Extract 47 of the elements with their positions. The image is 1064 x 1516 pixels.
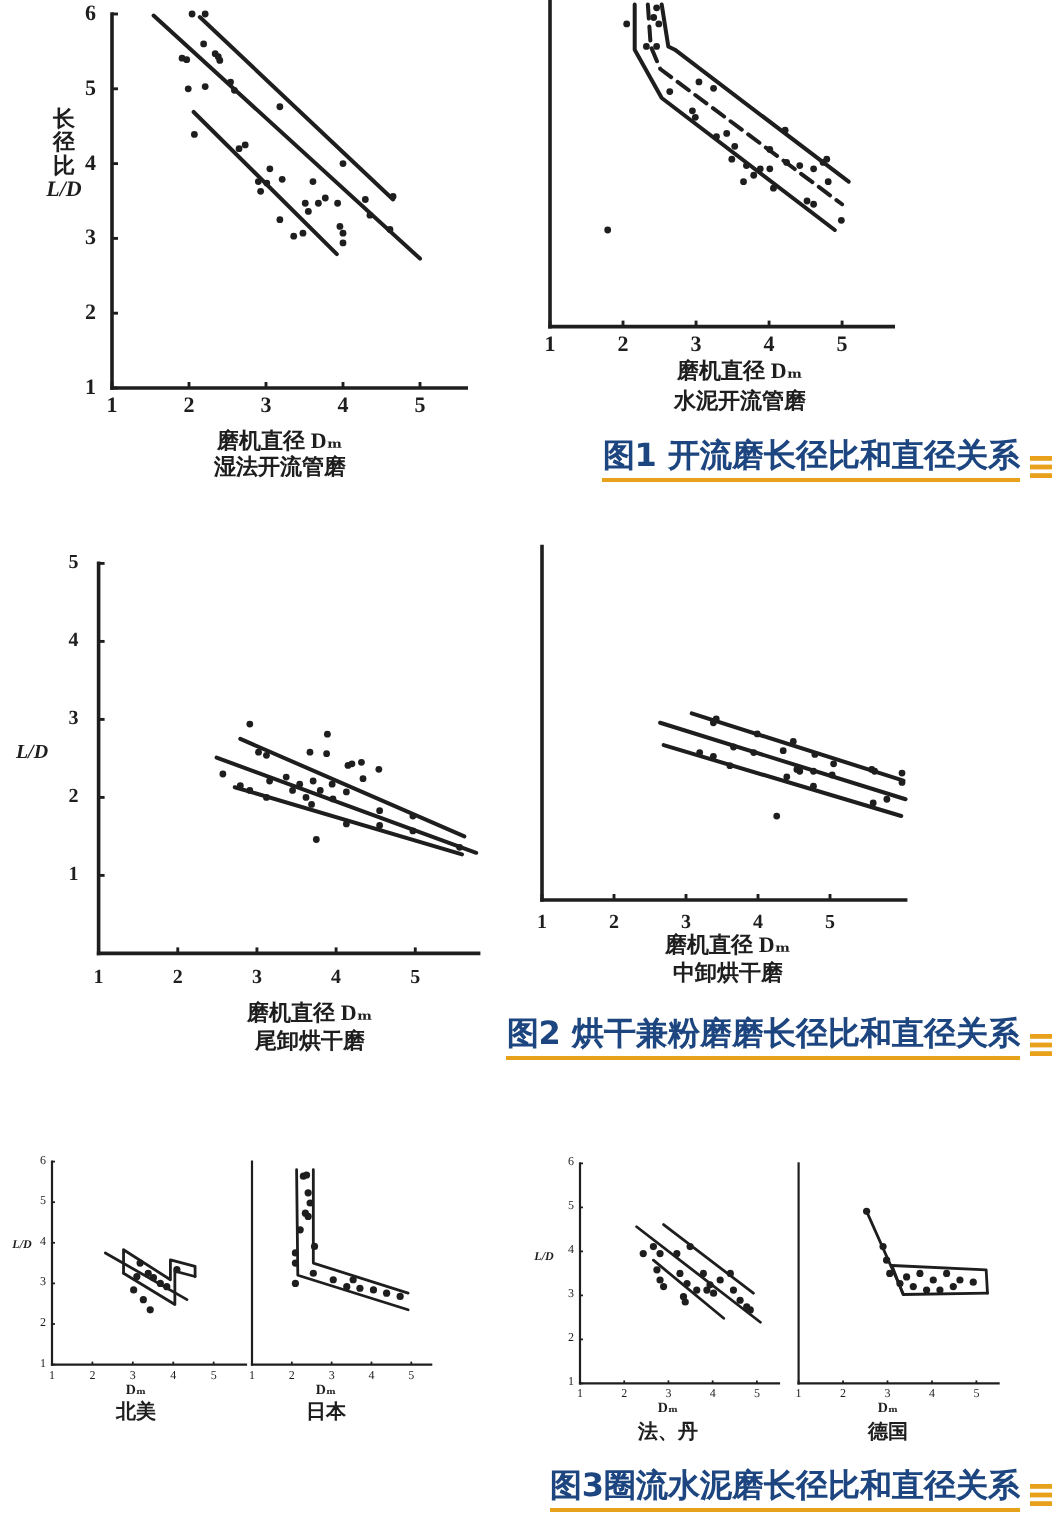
x-tick-label: 4 (763, 332, 776, 357)
y-tick-label: 5 (85, 76, 97, 101)
text: 中卸烘干磨 (673, 960, 785, 986)
text: 水泥开流管磨 (672, 388, 808, 414)
x-tick-label: 3 (260, 394, 273, 418)
y-tick-label: 1 (68, 864, 79, 887)
text: 德国 (866, 1420, 908, 1444)
x-tick-label: 3 (681, 912, 691, 934)
x-axis-title: 磨机直径 Dₘ (245, 1000, 373, 1026)
text: 北美 (114, 1400, 156, 1424)
x-tick-label: 1 (544, 332, 556, 357)
x-tick-label: 2 (617, 332, 630, 357)
x-tick-label: 2 (172, 967, 183, 990)
y-tick-label: 5 (68, 552, 79, 575)
text: 法、丹 (636, 1420, 698, 1444)
y-tick-label: 3 (85, 226, 97, 251)
y-axis-title: 长径比 L/D (44, 106, 82, 203)
x-axis-title: 磨机直径 Dₘ (663, 932, 791, 958)
x-tick-label: 4 (753, 912, 763, 934)
caption: 图2 烘干兼粉磨磨长径比和直径关系 (506, 1014, 1020, 1060)
x-tick-label: 4 (337, 394, 350, 418)
text: 尾卸烘干磨 (253, 1028, 367, 1054)
x-tick-label: 5 (414, 394, 427, 418)
y-tick-label: 6 (85, 2, 97, 26)
x-tick-label: 2 (183, 394, 196, 418)
y-tick-label: 1 (85, 376, 96, 400)
y-axis-title: L/D (13, 742, 49, 764)
x-tick-label: 4 (331, 967, 342, 990)
text: 日本 (306, 1400, 348, 1424)
x-tick-label: 3 (690, 332, 703, 357)
x-tick-label: 5 (410, 967, 421, 990)
caption: 图1 开流磨长径比和直径关系 (602, 436, 1020, 482)
y-tick-label: 4 (68, 630, 79, 653)
x-tick-label: 3 (251, 967, 262, 990)
y-tick-label: 2 (85, 301, 97, 326)
x-axis-title: 磨机直径 Dₘ (215, 428, 343, 454)
y-tick-label: 2 (68, 786, 79, 809)
x-axis-title: 磨机直径 Dₘ (675, 358, 803, 384)
x-tick-label: 1 (537, 912, 547, 934)
text: 湿法开流管磨 (212, 454, 348, 480)
x-tick-label: 5 (825, 912, 835, 934)
x-tick-label: 2 (609, 912, 619, 934)
x-tick-label: 1 (106, 394, 118, 418)
y-tick-label: 3 (68, 708, 79, 731)
caption: 图3圈流水泥磨长径比和直径关系 (549, 1466, 1020, 1512)
x-tick-label: 5 (836, 332, 849, 357)
y-tick-label: 4 (85, 151, 97, 176)
